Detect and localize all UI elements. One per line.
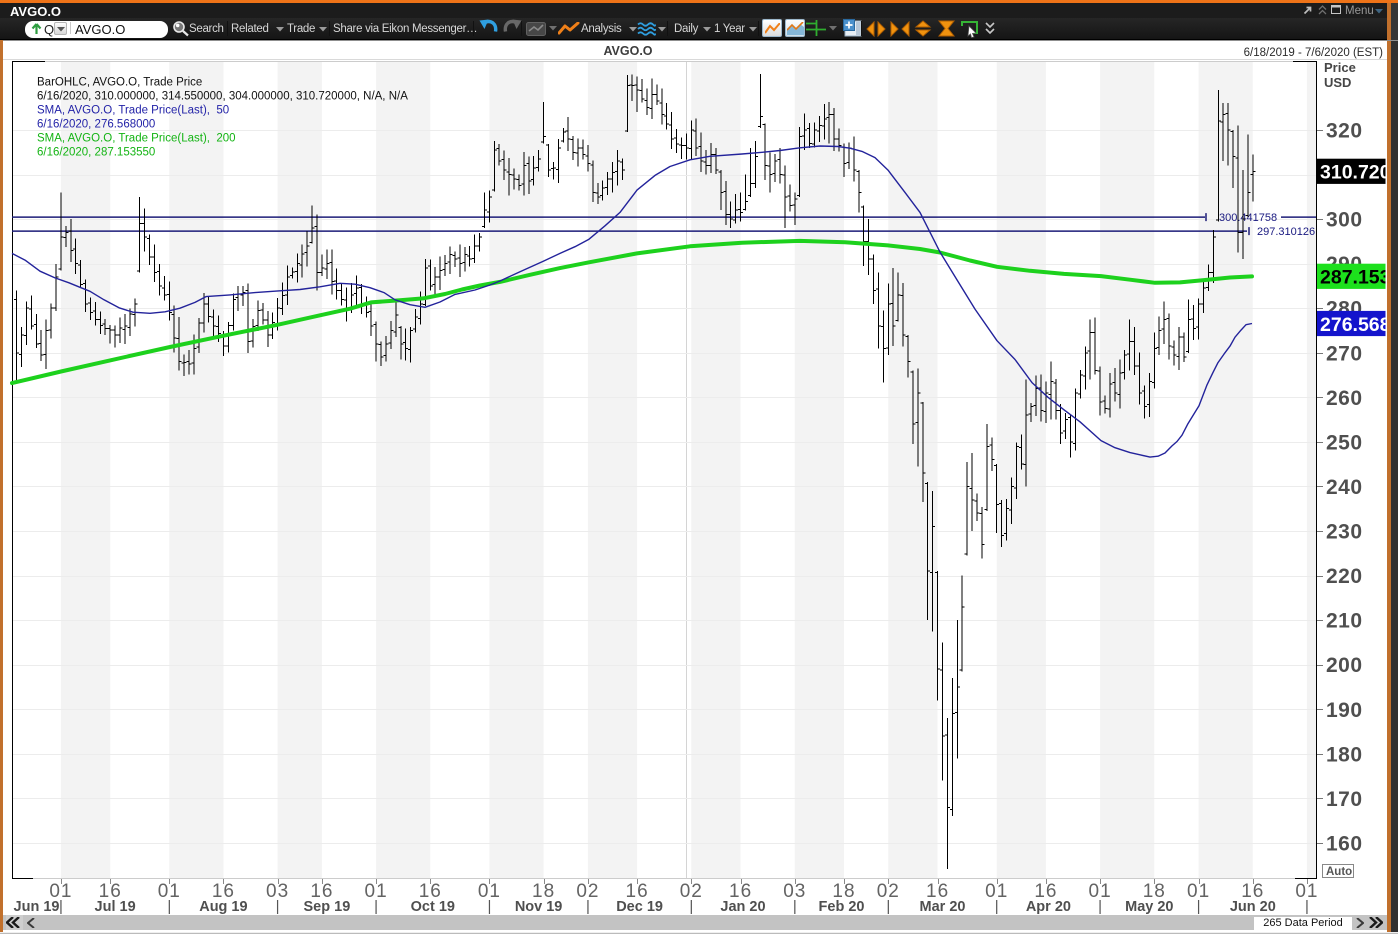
svg-text:02: 02: [680, 881, 703, 902]
svg-text:16: 16: [626, 881, 649, 902]
svg-text:AVGO.O: AVGO.O: [603, 44, 652, 58]
svg-text:SMA, AVGO.O, Trade Price(Last): SMA, AVGO.O, Trade Price(Last), 50: [37, 105, 229, 117]
svg-text:01: 01: [478, 881, 501, 902]
svg-text:02: 02: [576, 881, 599, 902]
svg-text:160: 160: [1326, 832, 1363, 855]
svg-text:16: 16: [99, 881, 122, 902]
svg-text:|: |: [167, 898, 171, 915]
svg-text:USD: USD: [1324, 75, 1351, 90]
svg-text:01: 01: [1295, 881, 1318, 902]
svg-text:18: 18: [1143, 881, 1166, 902]
svg-text:Dec 19: Dec 19: [616, 899, 663, 915]
svg-text:300: 300: [1326, 209, 1363, 232]
svg-text:Sep 19: Sep 19: [304, 899, 351, 915]
svg-text:|: |: [1305, 898, 1309, 915]
svg-text:May 20: May 20: [1125, 899, 1173, 915]
svg-text:01: 01: [1089, 881, 1112, 902]
svg-text:250: 250: [1326, 431, 1363, 454]
svg-text:Jun 20: Jun 20: [1230, 899, 1276, 915]
svg-text:16: 16: [1241, 881, 1264, 902]
svg-text:210: 210: [1326, 610, 1363, 633]
svg-text:Mar 20: Mar 20: [920, 899, 966, 915]
svg-text:310.720: 310.720: [1320, 162, 1391, 184]
svg-text:|: |: [995, 898, 999, 915]
svg-text:Apr 20: Apr 20: [1026, 899, 1071, 915]
svg-text:Feb 20: Feb 20: [819, 899, 865, 915]
svg-text:6/16/2020, 287.153550: 6/16/2020, 287.153550: [37, 147, 155, 159]
svg-text:Jun 19: Jun 19: [14, 899, 60, 915]
svg-text:Auto: Auto: [1326, 866, 1352, 878]
svg-text:16: 16: [926, 881, 949, 902]
svg-text:16: 16: [729, 881, 752, 902]
svg-text:300.441758: 300.441758: [1219, 212, 1277, 224]
svg-text:220: 220: [1326, 565, 1363, 588]
svg-text:|: |: [689, 898, 693, 915]
svg-text:|: |: [1197, 898, 1201, 915]
svg-text:190: 190: [1326, 699, 1363, 722]
svg-text:|: |: [276, 898, 280, 915]
svg-text:|: |: [59, 898, 63, 915]
svg-text:270: 270: [1326, 342, 1363, 365]
svg-text:6/16/2020, 276.568000: 6/16/2020, 276.568000: [37, 119, 155, 131]
svg-text:170: 170: [1326, 788, 1363, 811]
svg-text:240: 240: [1326, 476, 1363, 499]
svg-text:|: |: [793, 898, 797, 915]
svg-text:BarOHLC, AVGO.O, Trade Price: BarOHLC, AVGO.O, Trade Price: [37, 77, 202, 89]
svg-text:230: 230: [1326, 521, 1363, 544]
svg-text:16: 16: [419, 881, 442, 902]
svg-text:|: |: [1098, 898, 1102, 915]
svg-text:02: 02: [877, 881, 900, 902]
svg-text:01: 01: [985, 881, 1008, 902]
svg-text:01: 01: [1187, 881, 1210, 902]
svg-text:Price: Price: [1324, 60, 1356, 75]
svg-text:6/18/2019 - 7/6/2020 (EST): 6/18/2019 - 7/6/2020 (EST): [1244, 47, 1384, 59]
svg-text:16: 16: [212, 881, 235, 902]
svg-text:6/16/2020, 310.000000, 314.550: 6/16/2020, 310.000000, 314.550000, 304.0…: [37, 91, 408, 103]
svg-text:|: |: [586, 898, 590, 915]
svg-text:320: 320: [1326, 120, 1363, 143]
svg-text:260: 260: [1326, 387, 1363, 410]
svg-text:18: 18: [532, 881, 555, 902]
svg-text:Aug 19: Aug 19: [199, 899, 247, 915]
svg-text:01: 01: [158, 881, 181, 902]
svg-text:|: |: [487, 898, 491, 915]
svg-text:297.310126: 297.310126: [1257, 226, 1315, 238]
svg-text:18: 18: [832, 881, 855, 902]
svg-text:01: 01: [49, 881, 72, 902]
svg-text:180: 180: [1326, 743, 1363, 766]
svg-text:|: |: [374, 898, 378, 915]
svg-text:276.5680: 276.5680: [1320, 314, 1398, 336]
svg-text:Jan 20: Jan 20: [720, 899, 765, 915]
svg-text:Nov 19: Nov 19: [515, 899, 563, 915]
svg-text:16: 16: [310, 881, 333, 902]
svg-text:287.1535: 287.1535: [1320, 267, 1398, 289]
svg-text:01: 01: [365, 881, 388, 902]
svg-text:200: 200: [1326, 654, 1363, 677]
svg-text:|: |: [886, 898, 890, 915]
svg-text:16: 16: [1034, 881, 1057, 902]
svg-text:Jul 19: Jul 19: [95, 899, 136, 915]
svg-text:03: 03: [266, 881, 289, 902]
svg-text:Oct 19: Oct 19: [411, 899, 455, 915]
svg-text:SMA, AVGO.O, Trade Price(Last): SMA, AVGO.O, Trade Price(Last), 200: [37, 133, 236, 145]
svg-text:03: 03: [783, 881, 806, 902]
